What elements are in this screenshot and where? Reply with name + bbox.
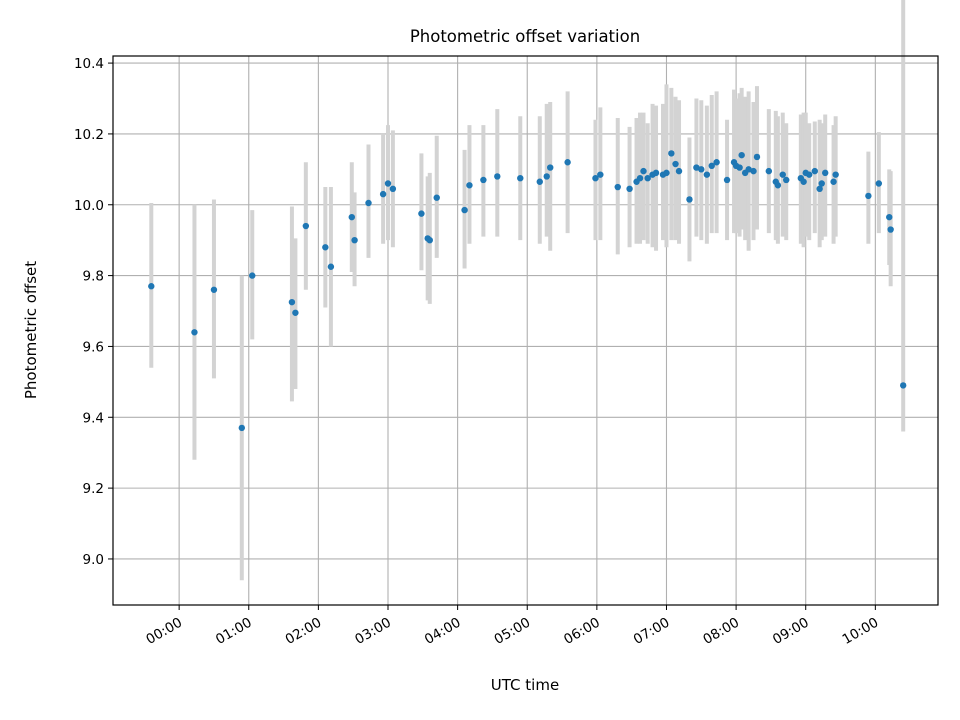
data-point bbox=[466, 182, 473, 189]
data-point bbox=[708, 162, 715, 169]
plot-frame bbox=[112, 55, 939, 606]
data-point bbox=[736, 164, 743, 171]
y-tick-label: 9.2 bbox=[83, 481, 104, 497]
y-tick-label: 10.0 bbox=[74, 198, 104, 214]
data-point bbox=[750, 167, 757, 175]
data-point bbox=[686, 196, 693, 203]
data-point bbox=[783, 176, 790, 184]
data-point bbox=[288, 298, 296, 306]
data-point bbox=[875, 180, 883, 187]
data-point bbox=[745, 166, 752, 173]
data-points bbox=[148, 150, 907, 432]
data-point bbox=[644, 174, 651, 182]
data-point bbox=[614, 183, 621, 191]
data-point bbox=[536, 178, 543, 185]
y-tick-label: 9.0 bbox=[83, 552, 104, 568]
data-point bbox=[640, 167, 647, 175]
data-point bbox=[379, 190, 387, 198]
data-point bbox=[865, 192, 872, 200]
data-point bbox=[779, 171, 786, 178]
data-point bbox=[418, 210, 425, 217]
data-point bbox=[517, 174, 524, 182]
data-point bbox=[365, 199, 372, 207]
data-point bbox=[672, 160, 679, 168]
data-point bbox=[480, 176, 487, 184]
data-point bbox=[811, 167, 818, 175]
data-point bbox=[668, 150, 675, 157]
data-point bbox=[652, 169, 660, 177]
data-point bbox=[816, 185, 823, 193]
data-point bbox=[693, 164, 700, 171]
data-point bbox=[210, 286, 218, 293]
data-point bbox=[238, 424, 245, 432]
data-point bbox=[774, 182, 782, 189]
data-point bbox=[292, 309, 299, 316]
data-point bbox=[818, 180, 825, 187]
data-point bbox=[426, 236, 433, 244]
x-axis-label: UTC time bbox=[491, 676, 559, 694]
grid-lines bbox=[113, 56, 938, 605]
data-point bbox=[302, 222, 310, 230]
data-point bbox=[636, 174, 644, 182]
data-point bbox=[597, 171, 604, 178]
data-point bbox=[887, 226, 894, 233]
y-tick-label: 9.4 bbox=[83, 410, 104, 426]
data-point bbox=[191, 329, 198, 336]
y-tick-label: 10.2 bbox=[74, 127, 104, 143]
data-point bbox=[886, 213, 893, 221]
data-point bbox=[626, 185, 633, 193]
data-point bbox=[663, 169, 670, 177]
chart-title: Photometric offset variation bbox=[410, 27, 640, 46]
data-point bbox=[765, 167, 773, 175]
data-point bbox=[494, 173, 501, 180]
y-axis-ticks: 9.0 9.2 9.4 9.6 9.8 10.0 10.2 10.4 bbox=[74, 56, 113, 568]
data-point bbox=[564, 159, 571, 166]
data-point bbox=[348, 213, 355, 221]
data-point bbox=[713, 159, 720, 166]
data-point bbox=[703, 171, 711, 178]
data-point bbox=[753, 153, 761, 161]
data-point bbox=[675, 167, 683, 175]
y-tick-label: 10.4 bbox=[74, 56, 104, 72]
data-point bbox=[723, 176, 731, 184]
data-point bbox=[461, 206, 468, 214]
data-point bbox=[389, 185, 397, 193]
data-point bbox=[384, 180, 392, 187]
data-point bbox=[433, 194, 440, 201]
y-tick-label: 9.6 bbox=[83, 339, 104, 355]
data-point bbox=[322, 244, 329, 251]
y-tick-label: 9.8 bbox=[83, 269, 104, 285]
data-point bbox=[249, 272, 256, 279]
data-point bbox=[806, 171, 813, 178]
data-point bbox=[698, 166, 705, 173]
data-point bbox=[738, 151, 745, 159]
data-point bbox=[547, 164, 554, 171]
y-axis-label: Photometric offset bbox=[22, 261, 40, 399]
data-point bbox=[830, 178, 837, 185]
data-point bbox=[899, 382, 907, 389]
data-point bbox=[800, 178, 807, 185]
data-point bbox=[822, 169, 829, 177]
data-point bbox=[148, 283, 155, 290]
data-point bbox=[327, 263, 335, 270]
data-point bbox=[592, 174, 599, 182]
data-point bbox=[351, 236, 358, 244]
data-point bbox=[543, 173, 550, 180]
data-point bbox=[832, 171, 839, 178]
